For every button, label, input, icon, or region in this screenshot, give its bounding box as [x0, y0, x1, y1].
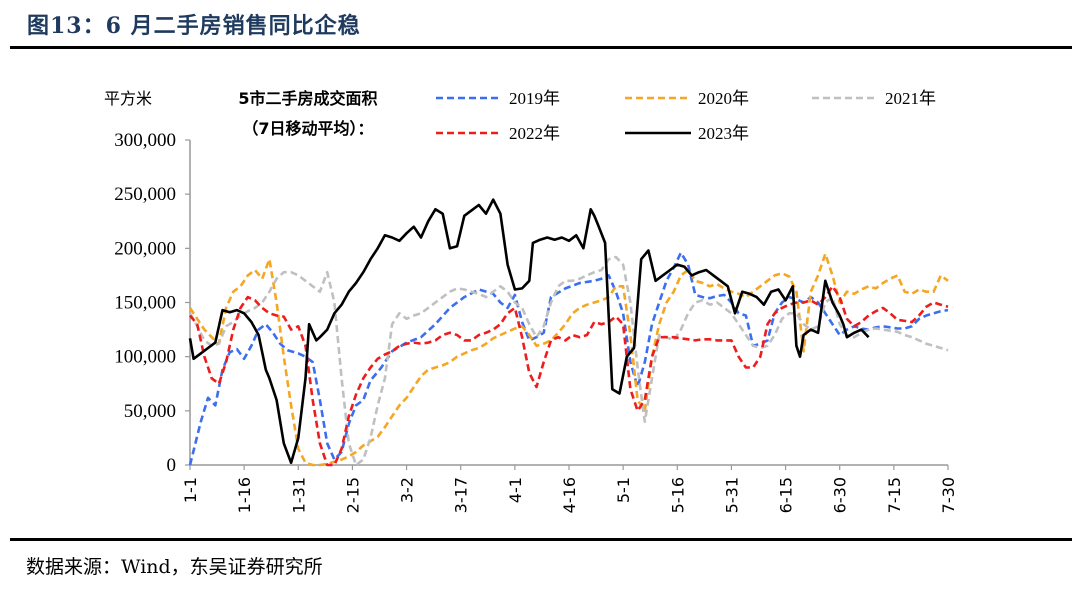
chart-subtitle: （7日移动平均）： — [242, 119, 373, 138]
x-tick-label: 1-16 — [235, 477, 254, 513]
y-tick-label: 100,000 — [114, 347, 176, 368]
x-tick-label: 7-15 — [885, 477, 904, 513]
legend-label: 2020年 — [698, 89, 749, 108]
legend-label: 2023年 — [698, 124, 749, 143]
x-tick-label: 1-31 — [289, 477, 308, 513]
x-tick-label: 5-1 — [614, 477, 633, 503]
y-tick-label: 250,000 — [114, 184, 176, 205]
x-tick-label: 4-1 — [506, 477, 525, 503]
x-tick-label: 1-1 — [181, 477, 200, 503]
top-rule — [10, 46, 1072, 49]
x-tick-label: 6-15 — [777, 477, 796, 513]
x-tick-label: 3-17 — [452, 477, 471, 513]
bottom-rule — [10, 538, 1072, 541]
series-lines — [188, 198, 949, 467]
legend-label: 2021年 — [885, 89, 936, 108]
legend: 2019年 2020年 2021年 2022年 2023年 — [436, 89, 936, 143]
axes: 0 50,000 100,000 150,000 200,000 250,000 300,0… — [114, 130, 958, 513]
x-tick-label: 5-31 — [722, 477, 741, 513]
x-tick-label: 7-30 — [939, 477, 958, 513]
y-axis-unit-label: 平方米 — [104, 89, 152, 108]
series-line-2022年 — [188, 284, 949, 467]
x-tick-label: 5-16 — [668, 477, 687, 513]
source-note: 数据来源：Wind，东吴证券研究所 — [26, 556, 323, 578]
x-tick-label: 6-30 — [831, 477, 850, 513]
y-tick-label: 200,000 — [114, 238, 176, 259]
y-tick-label: 150,000 — [114, 293, 176, 314]
y-tick-label: 300,000 — [114, 130, 176, 151]
y-tick-label: 0 — [167, 455, 177, 476]
x-tick-label: 4-16 — [560, 477, 579, 513]
series-line-2020年 — [188, 252, 949, 467]
legend-label: 2022年 — [509, 124, 560, 143]
legend-label: 2019年 — [509, 89, 560, 108]
chart-title: 5市二手房成交面积 — [238, 89, 377, 108]
series-line-2023年 — [188, 198, 870, 465]
x-tick-label: 3-2 — [398, 477, 417, 503]
series-line-2021年 — [188, 255, 949, 467]
x-tick-label: 2-15 — [343, 477, 362, 513]
figure-title: 图13：6 月二手房销售同比企稳 — [27, 13, 361, 39]
series-line-2019年 — [188, 251, 949, 466]
y-tick-label: 50,000 — [124, 401, 176, 422]
